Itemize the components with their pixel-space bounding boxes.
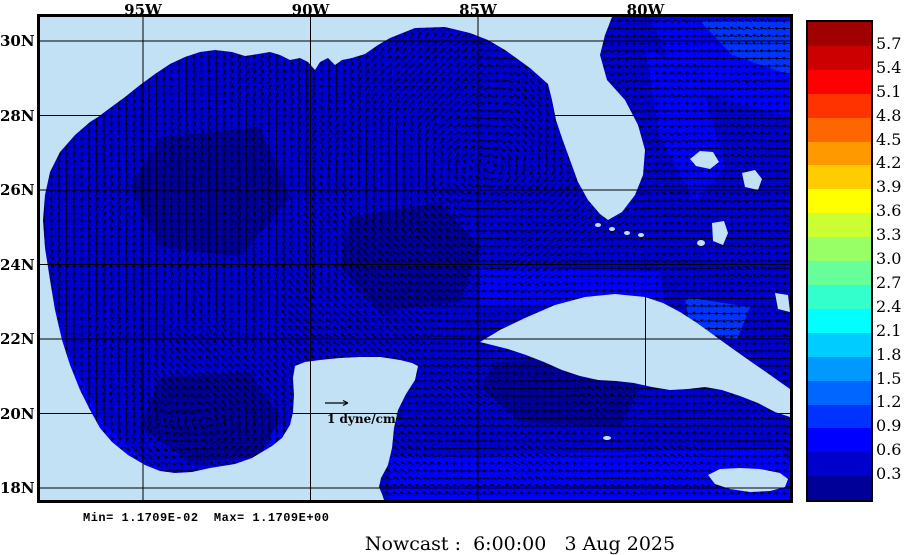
- lat-tick-26N: 26N: [0, 181, 35, 199]
- reference-vector-label: 1 dyne/cm2: [327, 411, 401, 426]
- colorbar-label-4.2: 4.2: [876, 153, 902, 173]
- land-florida-key-0: [595, 223, 601, 227]
- minmax-stats: Min= 1.1709E-02 Max= 1.1709E+00: [83, 511, 330, 525]
- land-jamaica: [708, 468, 788, 492]
- colorbar-segment-9: [808, 237, 871, 262]
- lat-tick-20N: 20N: [0, 404, 35, 423]
- colorbar-label-4.5: 4.5: [876, 129, 902, 149]
- colorbar-segment-5: [808, 141, 871, 166]
- colorbar-label-0.6: 0.6: [876, 440, 902, 460]
- colorbar-segment-15: [808, 380, 871, 405]
- colorbar-label-1.2: 1.2: [876, 392, 902, 412]
- colorbar-label-2.1: 2.1: [876, 320, 902, 340]
- colorbar-segment-16: [808, 404, 871, 429]
- land-florida-key-2: [624, 231, 630, 235]
- colorbar-segment-12: [808, 308, 871, 333]
- land-cuba: [480, 294, 790, 417]
- land-bahamas-2: [712, 221, 728, 245]
- reference-vector-arrow: [325, 399, 349, 407]
- land-bahamas-1: [742, 170, 762, 190]
- lat-tick-30N: 30N: [0, 32, 35, 50]
- colorbar-segment-0: [808, 22, 871, 46]
- water-patch-bright-1: [390, 449, 790, 500]
- colorbar-segment-13: [808, 332, 871, 357]
- colorbar-label-3.3: 3.3: [876, 225, 902, 245]
- colorbar-label-1.8: 1.8: [876, 344, 902, 364]
- colorbar-segment-10: [808, 261, 871, 285]
- colorbar-segment-2: [808, 69, 871, 94]
- colorbar-label-3.0: 3.0: [876, 249, 902, 268]
- colorbar-label-2.4: 2.4: [876, 296, 902, 316]
- colorbar-label-0.9: 0.9: [876, 416, 902, 436]
- lat-tick-22N: 22N: [0, 330, 35, 348]
- land-bahamas-4: [697, 240, 705, 246]
- land-bahamas-0: [690, 151, 719, 169]
- colorbar-segment-8: [808, 213, 871, 238]
- colorbar-segment-7: [808, 189, 871, 214]
- colorbar-label-5.1: 5.1: [876, 81, 902, 101]
- colorbar-segment-17: [808, 428, 871, 453]
- gulf-of-mexico-vector-map: 1 dyne/cm2: [40, 17, 790, 500]
- land-isla-de-la-juventud: [545, 342, 561, 356]
- colorbar-segment-11: [808, 284, 871, 309]
- map-frame: 1 dyne/cm2: [37, 14, 793, 503]
- colorbar-segment-1: [808, 45, 871, 70]
- colorbar-segment-4: [808, 117, 871, 142]
- land-florida-key-3: [638, 233, 644, 237]
- water-patch-brighter-0: [700, 21, 790, 75]
- colorbar-segment-19: [808, 476, 871, 501]
- colorbar-label-2.7: 2.7: [876, 272, 902, 292]
- colorbar-segment-14: [808, 356, 871, 381]
- colorbar: [806, 20, 873, 502]
- colorbar-label-4.8: 4.8: [876, 105, 902, 125]
- colorbar-segment-18: [808, 452, 871, 477]
- lat-tick-18N: 18N: [0, 479, 35, 497]
- lat-tick-24N: 24N: [0, 255, 35, 274]
- colorbar-segment-3: [808, 93, 871, 118]
- colorbar-label-1.5: 1.5: [876, 368, 902, 388]
- colorbar-label-0.3: 0.3: [876, 464, 902, 484]
- colorbar-label-3.6: 3.6: [876, 201, 902, 221]
- land-bahamas-3: [775, 293, 790, 312]
- land-florida-key-1: [609, 227, 615, 231]
- land-cayman: [603, 436, 611, 440]
- colorbar-segment-6: [808, 165, 871, 190]
- lat-tick-28N: 28N: [0, 106, 35, 125]
- graticule-lines: [40, 17, 790, 500]
- caption: Nowcast : 6:00:00 3 Aug 2025: [364, 533, 676, 555]
- colorbar-label-3.9: 3.9: [876, 177, 902, 197]
- colorbar-label-5.4: 5.4: [876, 57, 902, 77]
- colorbar-label-5.7: 5.7: [876, 33, 902, 53]
